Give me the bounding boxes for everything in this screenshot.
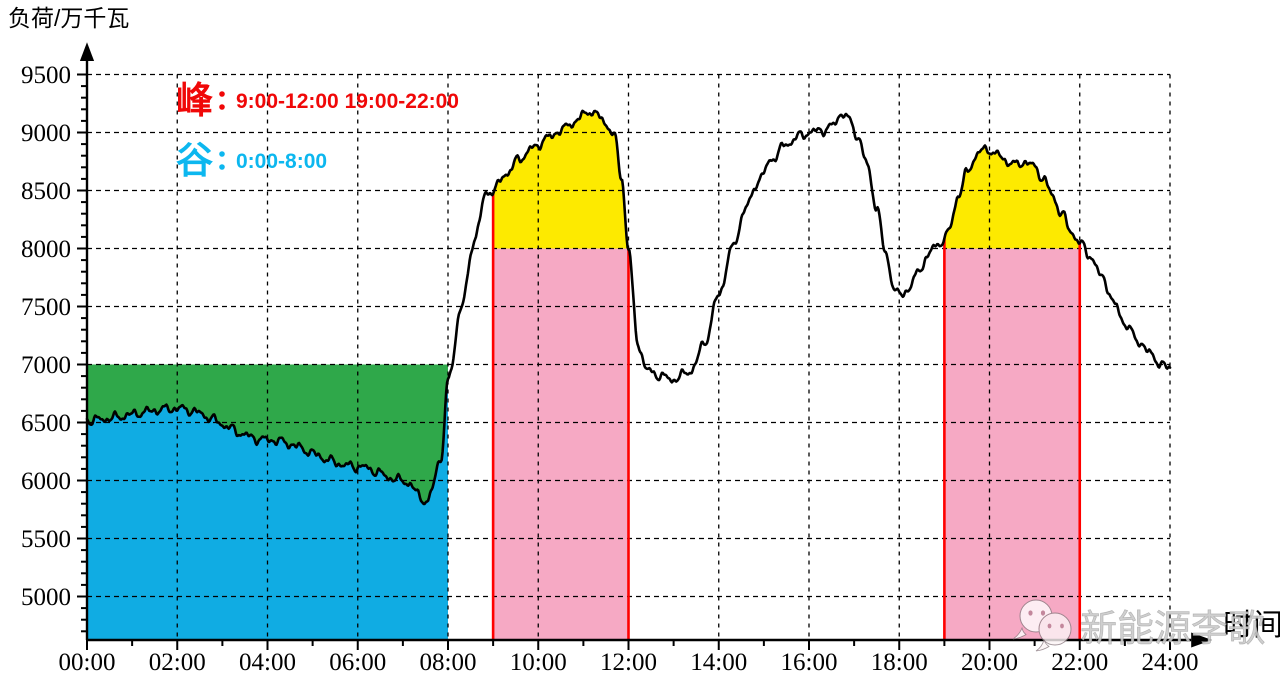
svg-text:峰: 峰 <box>176 80 213 121</box>
svg-text:9:00-12:00 19:00-22:00: 9:00-12:00 19:00-22:00 <box>236 90 459 113</box>
svg-text:04:00: 04:00 <box>239 649 296 676</box>
svg-text:7000: 7000 <box>21 352 71 379</box>
svg-text:22:00: 22:00 <box>1051 649 1108 676</box>
svg-text:0:00-8:00: 0:00-8:00 <box>236 150 327 173</box>
svg-text:20:00: 20:00 <box>961 649 1018 676</box>
svg-text:02:00: 02:00 <box>149 649 206 676</box>
svg-text:6500: 6500 <box>21 410 71 437</box>
svg-text:负荷/万千瓦: 负荷/万千瓦 <box>8 5 129 31</box>
svg-text:18:00: 18:00 <box>871 649 928 676</box>
svg-text:8000: 8000 <box>21 236 71 263</box>
svg-text:9500: 9500 <box>21 62 71 89</box>
svg-text:8500: 8500 <box>21 178 71 205</box>
svg-text:5000: 5000 <box>21 584 71 611</box>
svg-text:9000: 9000 <box>21 120 71 147</box>
svg-text:新能源李歌: 新能源李歌 <box>1080 608 1265 649</box>
svg-text:16:00: 16:00 <box>781 649 838 676</box>
svg-text:14:00: 14:00 <box>690 649 747 676</box>
svg-text:6000: 6000 <box>21 468 71 495</box>
svg-text:24:00: 24:00 <box>1142 649 1199 676</box>
svg-text:12:00: 12:00 <box>600 649 657 676</box>
svg-text:7500: 7500 <box>21 294 71 321</box>
svg-text:06:00: 06:00 <box>329 649 386 676</box>
svg-text:00:00: 00:00 <box>59 649 116 676</box>
svg-text:08:00: 08:00 <box>420 649 477 676</box>
svg-text:谷: 谷 <box>176 140 213 181</box>
svg-text:10:00: 10:00 <box>510 649 567 676</box>
svg-text:5500: 5500 <box>21 526 71 553</box>
